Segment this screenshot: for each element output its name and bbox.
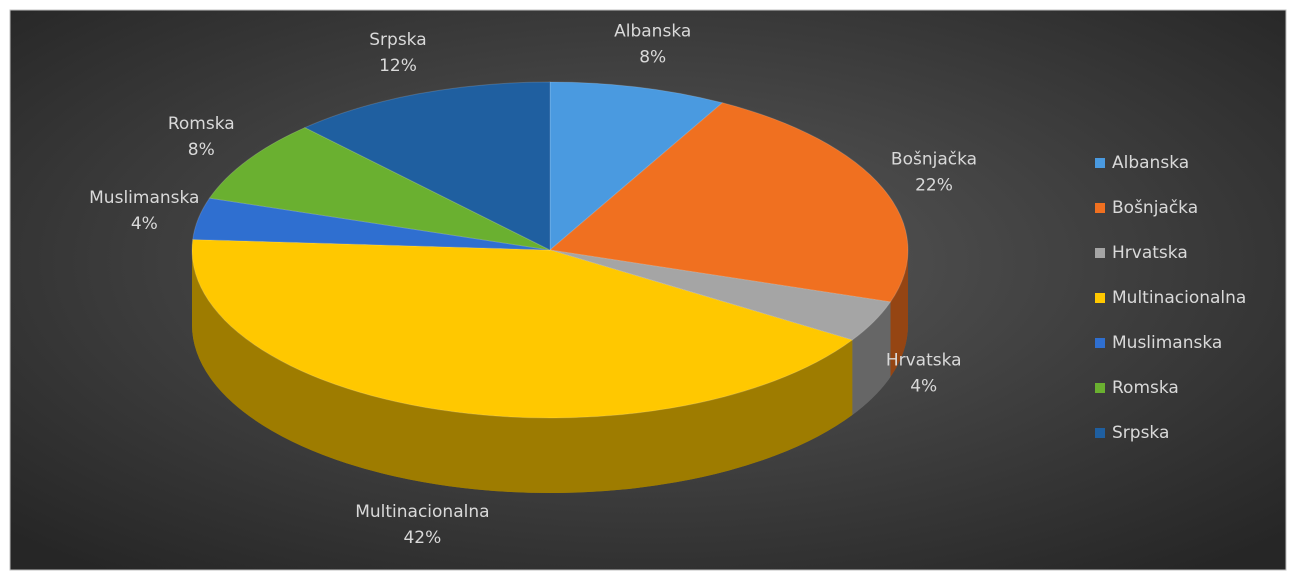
pie-slice <box>549 81 724 252</box>
pie-slice <box>191 238 854 419</box>
data-label-value: 12% <box>379 56 417 76</box>
legend-label: Srpska <box>1112 423 1169 443</box>
legend-label: Albanska <box>1112 153 1189 173</box>
legend-swatch <box>1095 203 1105 213</box>
legend-swatch <box>1095 293 1105 303</box>
data-label-category: Multinacionalna <box>355 502 489 522</box>
slice-side <box>890 250 908 377</box>
data-label-value: 4% <box>131 214 158 234</box>
legend-label: Bošnjačka <box>1112 198 1198 218</box>
pie-slice <box>208 126 551 251</box>
data-label-value: 22% <box>915 176 953 196</box>
pie-slice <box>549 249 892 341</box>
data-label-value: 8% <box>639 48 666 68</box>
legend-swatch <box>1095 158 1105 168</box>
data-label-value: 8% <box>188 140 215 160</box>
slice-side <box>852 301 891 416</box>
pie-slice <box>548 102 909 303</box>
legend-label: Muslimanska <box>1112 333 1222 353</box>
data-label-category: Bošnjačka <box>891 150 977 170</box>
legend-label: Romska <box>1112 378 1179 398</box>
data-label-category: Srpska <box>369 30 426 50</box>
slice-side-shade <box>192 250 853 493</box>
legend-swatch <box>1095 428 1105 438</box>
legend-label: Hrvatska <box>1112 243 1188 263</box>
pie-slice <box>192 197 551 251</box>
legend-label: Multinacionalna <box>1112 288 1246 308</box>
pie-slice <box>303 81 551 251</box>
slice-side-shade <box>852 301 891 416</box>
data-label-category: Muslimanska <box>89 188 199 208</box>
data-label-value: 4% <box>910 377 937 397</box>
slice-side-shade <box>890 250 908 377</box>
legend-swatch <box>1095 383 1105 393</box>
legend-swatch <box>1095 248 1105 258</box>
slice-side <box>192 250 853 493</box>
legend-swatch <box>1095 338 1105 348</box>
data-label-category: Romska <box>168 114 235 134</box>
data-label-value: 42% <box>403 528 441 548</box>
data-label-category: Hrvatska <box>886 351 962 371</box>
data-label-category: Albanska <box>614 22 691 42</box>
